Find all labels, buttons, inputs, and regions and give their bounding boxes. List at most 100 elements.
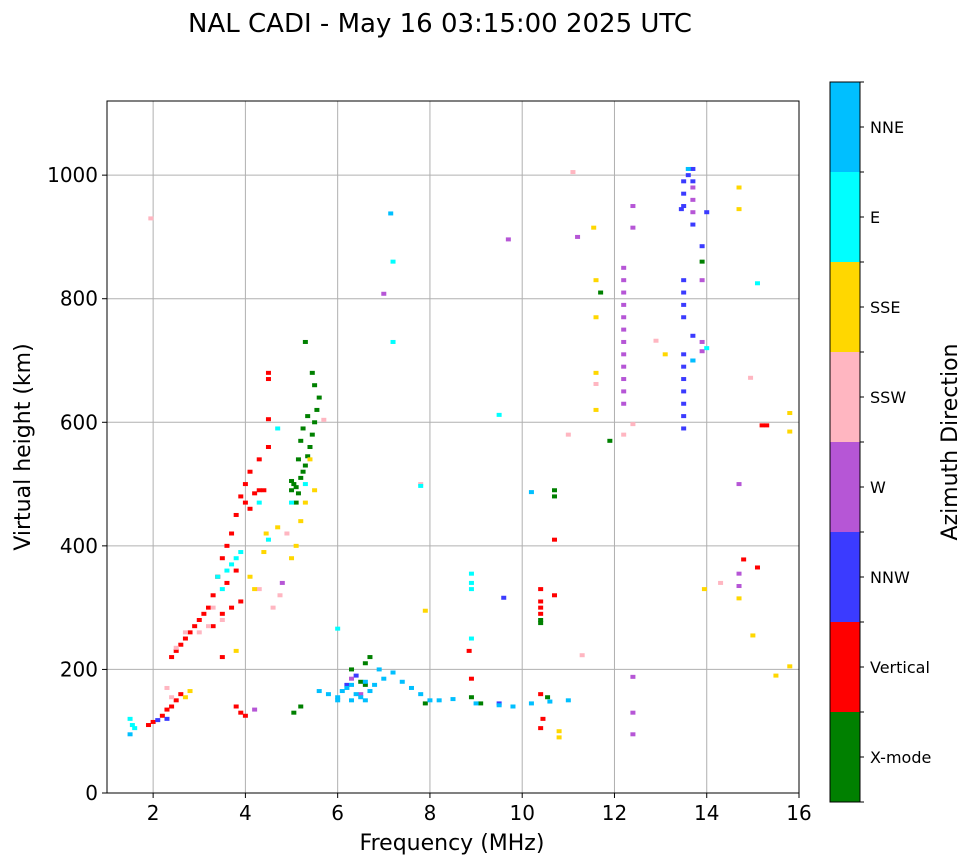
data-point <box>302 339 308 344</box>
data-point <box>621 265 627 270</box>
data-point <box>478 701 484 706</box>
data-point <box>621 315 627 320</box>
data-point <box>277 593 283 598</box>
data-point <box>538 605 544 610</box>
data-point <box>718 580 724 585</box>
data-point <box>247 506 253 511</box>
data-point <box>275 525 281 530</box>
data-point <box>750 633 756 638</box>
data-point <box>307 445 313 449</box>
data-point <box>468 676 474 681</box>
data-point <box>630 674 636 679</box>
colorbar-tick-label: E <box>870 208 880 227</box>
data-point <box>344 685 350 690</box>
data-point <box>182 695 188 700</box>
data-point <box>270 605 276 610</box>
data-point <box>233 648 239 653</box>
colorbar-segment <box>830 172 860 262</box>
x-tick-label: 12 <box>602 801 627 825</box>
data-point <box>367 655 373 660</box>
data-point <box>164 707 170 712</box>
data-point <box>173 648 179 653</box>
data-point <box>256 488 262 493</box>
plot-frame <box>106 100 800 794</box>
data-point <box>681 352 687 357</box>
data-point <box>247 469 253 474</box>
data-point <box>473 701 479 706</box>
data-point <box>256 457 262 462</box>
data-point <box>621 401 627 406</box>
data-point <box>388 211 394 216</box>
data-point <box>418 692 424 697</box>
data-point <box>736 207 742 212</box>
data-point <box>540 716 546 721</box>
data-point <box>630 422 636 427</box>
data-point <box>215 574 221 579</box>
data-point <box>538 587 544 592</box>
data-point <box>309 370 315 375</box>
data-point <box>247 574 253 579</box>
data-point <box>741 557 747 562</box>
data-point <box>242 713 248 718</box>
data-point <box>468 580 474 585</box>
data-point <box>233 556 239 561</box>
series-nne <box>127 166 696 737</box>
data-point <box>305 454 311 459</box>
series-x-mode <box>289 259 705 715</box>
data-point <box>291 710 297 715</box>
data-point <box>468 587 474 592</box>
series-nnw <box>155 166 710 723</box>
data-point <box>300 426 306 431</box>
data-point <box>146 723 152 728</box>
data-point <box>210 605 216 610</box>
data-point <box>178 642 184 647</box>
data-point <box>681 426 687 431</box>
x-tick-label: 16 <box>786 801 811 825</box>
data-point <box>754 281 760 286</box>
data-point <box>699 339 705 344</box>
data-point <box>275 426 281 431</box>
colorbar-segment <box>830 622 860 712</box>
data-point <box>699 244 705 249</box>
data-point <box>182 636 188 641</box>
data-point <box>690 358 696 363</box>
y-axis-ticks: 0 200 400 600 800 1000 <box>47 163 107 805</box>
data-point <box>302 482 308 487</box>
data-point <box>349 676 355 681</box>
data-point <box>284 531 290 536</box>
data-point <box>538 618 544 622</box>
data-point <box>528 490 534 495</box>
data-point <box>547 699 553 704</box>
data-point <box>621 389 627 394</box>
data-point <box>219 556 225 561</box>
x-tick-label: 8 <box>424 801 437 825</box>
colorbar-tick-label: W <box>870 478 886 497</box>
data-point <box>358 692 364 697</box>
colorbar-tick-label: SSE <box>870 298 900 317</box>
y-tick-label: 800 <box>60 287 98 311</box>
data-point <box>551 593 557 598</box>
data-point <box>570 170 576 175</box>
data-point <box>196 630 202 635</box>
x-tick-label: 14 <box>694 801 719 825</box>
data-point <box>242 500 248 505</box>
data-point <box>787 664 793 669</box>
data-point <box>468 695 474 700</box>
data-point <box>528 701 534 706</box>
data-point <box>390 670 396 675</box>
data-point <box>736 185 742 190</box>
data-point <box>335 626 341 631</box>
data-point <box>265 445 271 449</box>
data-point <box>690 166 696 171</box>
data-point <box>754 565 760 570</box>
data-point <box>362 679 368 684</box>
plot-area <box>107 101 799 793</box>
data-point <box>150 719 156 724</box>
data-point <box>210 593 216 598</box>
colorbar-tick-label: X-mode <box>870 748 931 767</box>
data-point <box>210 624 216 629</box>
data-point <box>219 655 225 660</box>
data-point <box>316 689 322 694</box>
colorbar-segment <box>830 262 860 352</box>
data-point <box>159 713 165 718</box>
